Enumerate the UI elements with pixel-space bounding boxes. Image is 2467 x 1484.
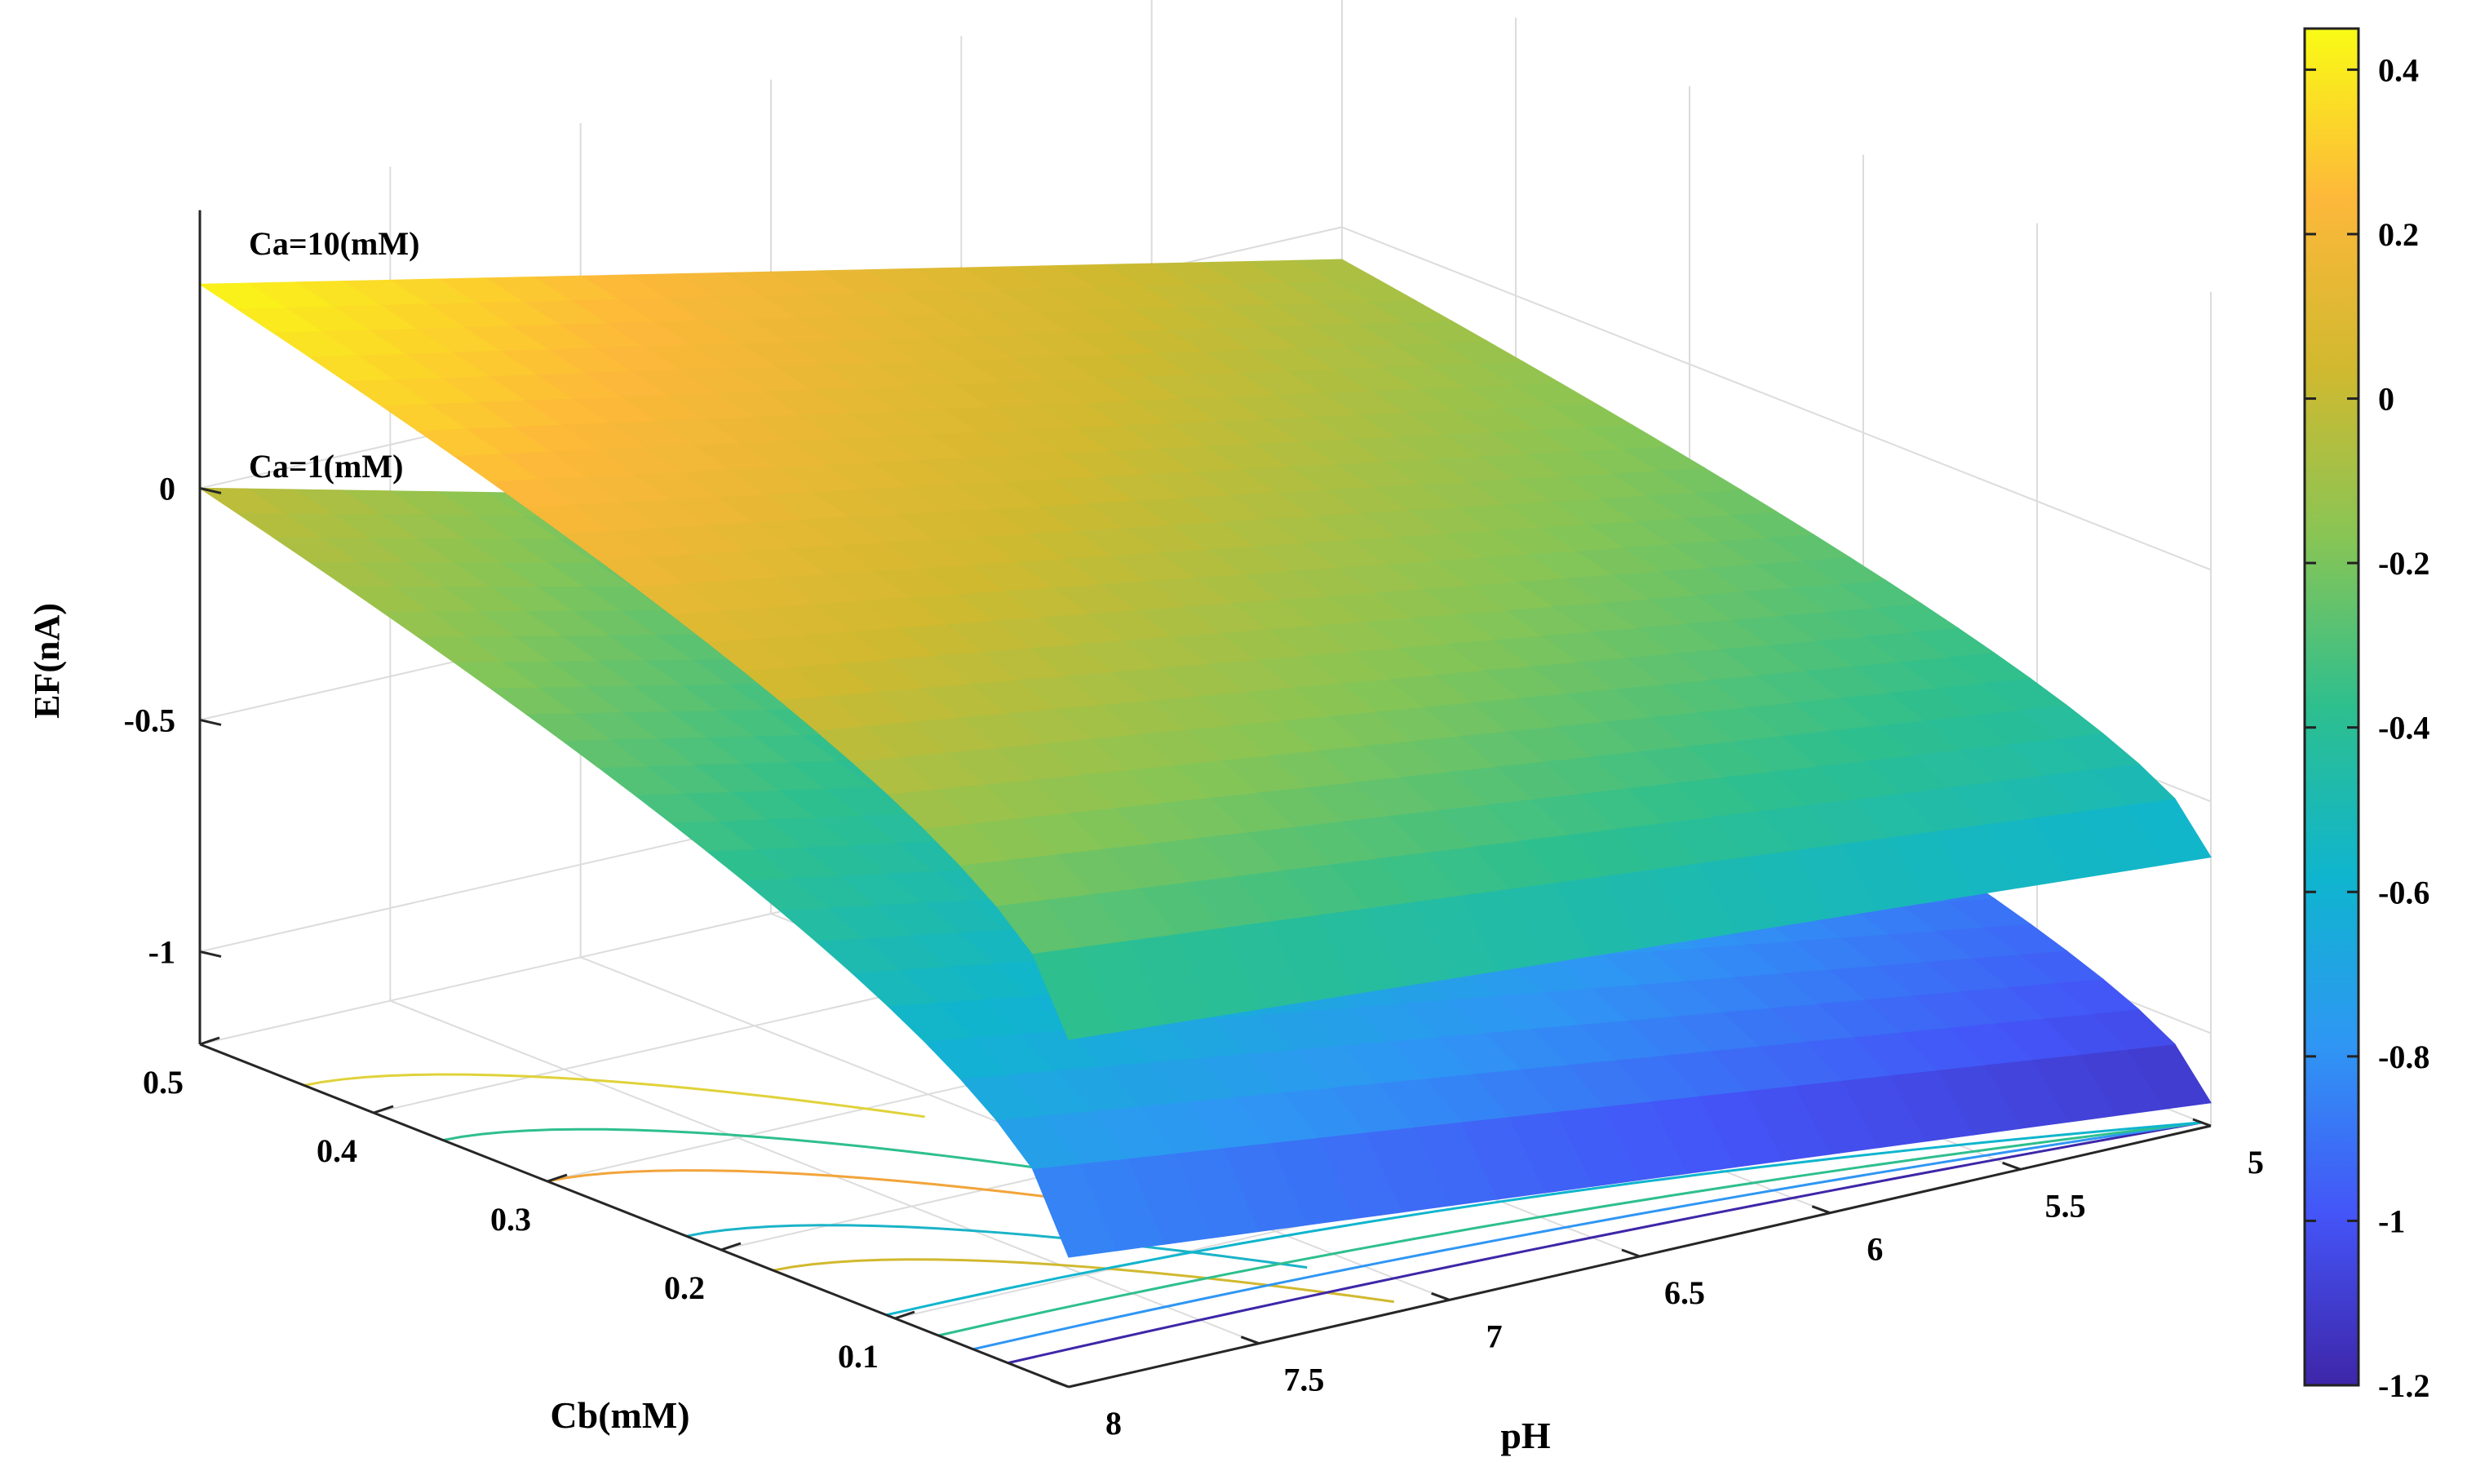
x-tick: [2192, 1118, 2212, 1127]
z-axis-title: EF(nA): [27, 603, 67, 719]
z-tick-label: 0: [159, 470, 175, 507]
x-tick: [1431, 1291, 1451, 1301]
z-tick-label: -1: [148, 933, 175, 970]
x-tick-label: 6: [1867, 1231, 1883, 1268]
y-tick: [720, 1242, 742, 1251]
contour-line: [972, 1121, 2203, 1351]
y-axis-line: [199, 1043, 1070, 1389]
axes: 5 5.5 6 6.5 7 7.5 8 0.1 0.2 0.3 0.4 0.5 -1 -0.5 0: [124, 210, 2264, 1442]
x-tick-label: 7: [1486, 1318, 1503, 1354]
y-tick: [199, 1036, 220, 1046]
x-tick-label: 5.5: [2045, 1187, 2086, 1224]
contour-line: [886, 1121, 2203, 1317]
y-tick-label: 0.4: [317, 1132, 357, 1169]
z-tick: [199, 950, 222, 958]
floor-grid-line: [389, 999, 1260, 1344]
y-tick-label: 0.3: [490, 1201, 531, 1238]
colorbar-tick-label: -1: [2378, 1203, 2405, 1239]
x-tick: [1811, 1205, 1831, 1215]
surface-0: [198, 259, 2212, 1040]
colorbar-tick-label: -0.6: [2378, 874, 2429, 910]
contour-line: [686, 1224, 1308, 1269]
wall-grid-line: [1341, 226, 2212, 571]
x-tick-label: 8: [1105, 1405, 1122, 1442]
y-tick-label: 0.5: [143, 1064, 184, 1101]
colorbar: [2303, 27, 2360, 1387]
x-tick-label: 7.5: [1283, 1362, 1324, 1398]
colorbar-tick-label: -1.2: [2378, 1367, 2429, 1404]
x-tick: [1240, 1336, 1260, 1345]
x-tick-label: 5: [2248, 1144, 2264, 1181]
y-axis-title: Cb(mM): [550, 1394, 689, 1436]
contour-line: [937, 1121, 2203, 1337]
colorbar-tick-label: 0.4: [2378, 51, 2419, 88]
x-tick-label: 6.5: [1664, 1274, 1705, 1311]
y-tick-label: 0.1: [838, 1338, 879, 1375]
series-label-ca1: Ca=1(mM): [249, 448, 403, 485]
contour-line: [773, 1258, 1394, 1304]
series-label-ca10: Ca=10(mM): [249, 225, 419, 262]
x-tick: [2002, 1161, 2022, 1171]
colorbar-tick-label: 0.2: [2378, 216, 2419, 253]
x-tick: [1050, 1379, 1070, 1389]
x-tick: [1621, 1248, 1641, 1258]
y-tick-label: 0.2: [664, 1269, 705, 1306]
contour-line: [442, 1127, 1065, 1173]
z-tick: [199, 718, 222, 726]
surfaces: [197, 259, 2212, 1258]
contour-line: [547, 1169, 1169, 1214]
z-tick: [199, 486, 222, 494]
colorbar-tick-label: 0: [2378, 381, 2394, 418]
contour-line: [303, 1073, 925, 1119]
y-tick: [547, 1173, 568, 1183]
z-tick-label: -0.5: [124, 702, 175, 738]
colorbar-tick-label: -0.2: [2378, 545, 2429, 582]
y-tick: [894, 1310, 915, 1320]
floor-contours: [303, 1073, 2203, 1365]
colorbar-ticks: 0.4 0.2 0 -0.2 -0.4 -0.6 -0.8 -1 -1.2: [2305, 51, 2429, 1404]
x-axis-title: pH: [1500, 1415, 1551, 1456]
y-tick: [373, 1105, 394, 1114]
contour-line: [1008, 1121, 2203, 1365]
colorbar-tick-label: -0.8: [2378, 1039, 2429, 1075]
colorbar-tick-label: -0.4: [2378, 710, 2429, 746]
